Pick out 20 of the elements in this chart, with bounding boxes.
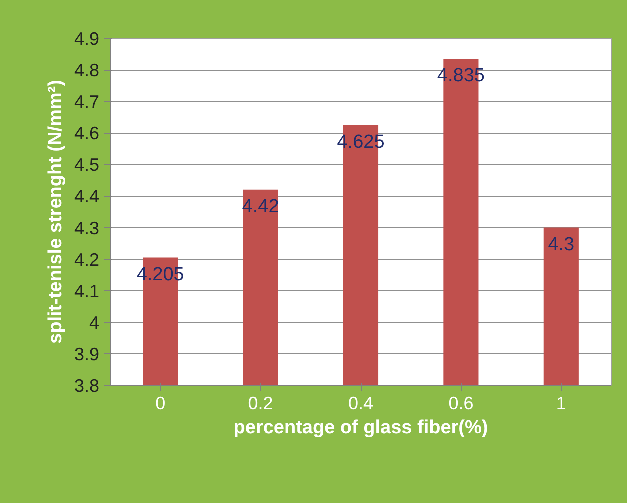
y-tick-label: 4.1 bbox=[74, 281, 100, 302]
y-tick-label: 4 bbox=[89, 312, 100, 333]
y-tick-label: 4.8 bbox=[74, 60, 100, 81]
x-tick-label: 0.6 bbox=[448, 394, 474, 414]
y-tick-label: 4.6 bbox=[74, 124, 100, 144]
y-tick-label: 4.7 bbox=[74, 92, 100, 112]
x-tick-label: 0.4 bbox=[348, 394, 374, 414]
y-tick-label: 4.3 bbox=[74, 218, 100, 238]
x-tick-label: 1 bbox=[556, 394, 566, 414]
y-axis-title: split-tenisle strenght (N/mm²) bbox=[45, 80, 66, 344]
data-label: 4.3 bbox=[548, 234, 575, 256]
x-tick-label: 0 bbox=[156, 394, 166, 414]
y-tick-label: 4.9 bbox=[74, 29, 100, 49]
y-tick-label: 4.4 bbox=[74, 186, 100, 207]
y-tick-label: 3.8 bbox=[74, 376, 100, 396]
y-tick-label: 4.5 bbox=[74, 155, 100, 176]
y-tick-label: 4.2 bbox=[74, 250, 100, 270]
x-tick-label: 0.2 bbox=[248, 394, 274, 414]
x-axis-title: percentage of glass fiber(%) bbox=[234, 418, 488, 438]
y-tick-label: 3.9 bbox=[74, 344, 100, 364]
